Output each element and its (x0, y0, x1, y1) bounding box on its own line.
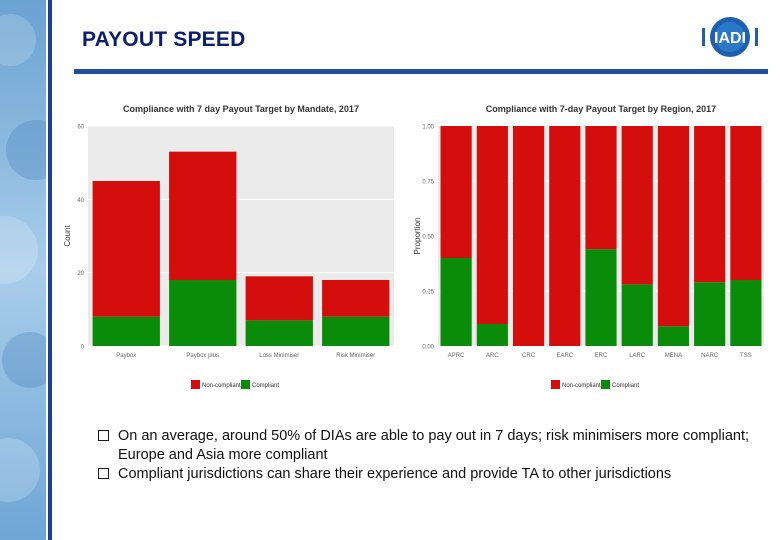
x-tick-label: LARC (629, 353, 646, 359)
header-divider (74, 69, 768, 74)
bar-non-compliant (476, 126, 508, 324)
side-decoration (0, 0, 46, 540)
bullet-text: Compliant jurisdictions can share their … (118, 466, 672, 482)
legend-label: Non-compliant (562, 383, 601, 389)
mandate-chart: Compliance with 7 day Payout Target by M… (63, 104, 394, 389)
y-tick-label: 0.25 (422, 290, 434, 296)
x-tick-label: NARC (701, 353, 719, 359)
x-tick-label: ARC (486, 353, 499, 359)
bar-compliant (92, 316, 160, 346)
legend-swatch (551, 380, 560, 389)
x-tick-label: EARC (556, 353, 573, 359)
x-tick-label: TSS (740, 353, 752, 359)
region-chart: Compliance with 7-day Payout Target by R… (413, 104, 764, 389)
y-tick-label: 60 (77, 125, 84, 131)
charts-area: Compliance with 7 day Payout Target by M… (63, 104, 764, 389)
y-axis-label: Proportion (413, 218, 422, 255)
legend-swatch (241, 380, 250, 389)
bar-compliant (730, 280, 762, 346)
legend-swatch (601, 380, 610, 389)
checkbox-bullet-icon (98, 430, 109, 441)
bar-compliant (476, 324, 508, 346)
bar-non-compliant (657, 126, 690, 327)
bar-compliant (322, 316, 390, 346)
bar-non-compliant (512, 126, 545, 346)
x-tick-label: CRC (522, 353, 536, 359)
bar-non-compliant (549, 126, 581, 346)
bar-compliant (621, 284, 653, 346)
logo-text: IADI (714, 30, 746, 47)
y-tick-label: 0.75 (422, 180, 434, 186)
bar-compliant (694, 282, 726, 346)
legend-swatch (191, 380, 200, 389)
bullet-text: On an average, around 50% of DIAs are ab… (118, 428, 750, 463)
x-tick-label: MENA (665, 353, 682, 359)
bullet-item: On an average, around 50% of DIAs are ab… (98, 427, 768, 465)
legend-label: Compliant (252, 383, 279, 389)
iadi-logo: IADI (702, 17, 758, 57)
bullet-list: On an average, around 50% of DIAs are ab… (98, 427, 768, 484)
x-tick-label: Paybox plus (186, 353, 219, 359)
bar-non-compliant (245, 276, 313, 321)
bar-non-compliant (169, 151, 237, 280)
legend-label: Non-compliant (202, 383, 241, 389)
x-tick-label: Loss Minimiser (259, 353, 299, 359)
bar-compliant (657, 326, 690, 346)
bar-non-compliant (92, 181, 160, 317)
chart-title: Compliance with 7-day Payout Target by R… (486, 104, 716, 114)
x-tick-label: Paybox (116, 353, 136, 359)
bar-non-compliant (322, 280, 390, 317)
bar-non-compliant (440, 126, 472, 258)
bar-non-compliant (730, 126, 762, 280)
bar-compliant (440, 258, 472, 346)
checkbox-bullet-icon (98, 468, 109, 479)
y-tick-label: 0.50 (422, 235, 434, 241)
bar-compliant (169, 280, 237, 346)
bar-non-compliant (621, 126, 653, 285)
legend-label: Compliant (612, 383, 639, 389)
y-tick-label: 20 (77, 271, 84, 277)
y-tick-label: 40 (77, 198, 84, 204)
y-tick-label: 0.00 (422, 345, 434, 351)
x-tick-label: ERC (595, 353, 608, 359)
side-accent-line (48, 0, 52, 540)
bar-non-compliant (585, 126, 617, 250)
page-title: PAYOUT SPEED (82, 28, 246, 51)
y-tick-label: 0 (81, 345, 85, 351)
x-tick-label: Risk Minimiser (336, 353, 375, 359)
bar-non-compliant (694, 126, 726, 283)
bar-compliant (245, 320, 313, 346)
bullet-item: Compliant jurisdictions can share their … (98, 465, 768, 484)
x-tick-label: APRC (448, 353, 465, 359)
y-axis-label: Count (63, 225, 72, 247)
chart-title: Compliance with 7 day Payout Target by M… (123, 104, 359, 114)
y-tick-label: 1.00 (422, 125, 434, 131)
bar-compliant (585, 249, 617, 346)
